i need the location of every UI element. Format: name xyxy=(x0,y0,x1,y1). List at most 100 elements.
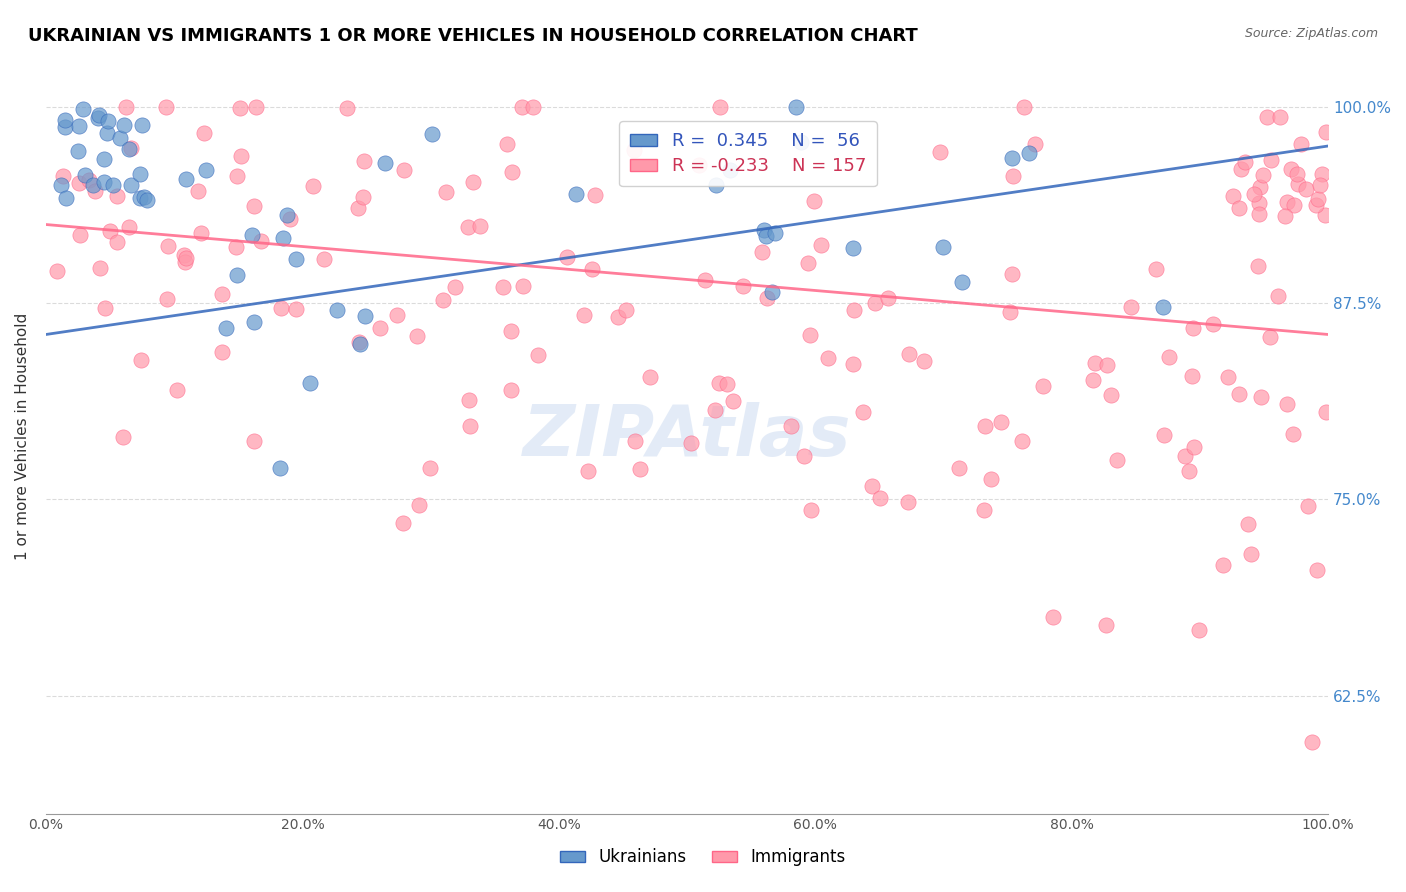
Point xyxy=(780,419,803,434)
Point xyxy=(173,248,195,262)
Point xyxy=(457,219,479,234)
Point xyxy=(980,472,1002,486)
Point xyxy=(1001,151,1024,165)
Point xyxy=(1187,623,1209,637)
Point xyxy=(336,101,359,115)
Point xyxy=(842,357,865,371)
Point xyxy=(998,305,1021,319)
Point xyxy=(1011,434,1033,449)
Point xyxy=(53,120,76,135)
Point xyxy=(408,498,430,512)
Legend: Ukrainians, Immigrants: Ukrainians, Immigrants xyxy=(553,840,853,875)
Point xyxy=(226,268,249,283)
Point xyxy=(1286,178,1309,192)
Legend: R =  0.345    N =  56, R = -0.233    N = 157: R = 0.345 N = 56, R = -0.233 N = 157 xyxy=(619,121,877,186)
Point xyxy=(496,136,519,151)
Point xyxy=(1216,370,1239,384)
Point xyxy=(49,178,72,192)
Point xyxy=(443,279,465,293)
Point xyxy=(688,158,710,172)
Point xyxy=(709,100,731,114)
Point xyxy=(731,278,754,293)
Point xyxy=(326,303,349,318)
Point xyxy=(512,279,534,293)
Point xyxy=(135,193,157,207)
Point xyxy=(973,503,995,517)
Point xyxy=(576,464,599,478)
Point xyxy=(215,321,238,335)
Point xyxy=(761,285,783,299)
Point xyxy=(863,296,886,310)
Point xyxy=(420,127,443,141)
Point xyxy=(461,175,484,189)
Point xyxy=(352,190,374,204)
Point xyxy=(557,250,579,264)
Point xyxy=(470,219,492,234)
Point xyxy=(950,275,973,289)
Point xyxy=(226,169,249,183)
Point xyxy=(842,303,865,318)
Point xyxy=(391,516,413,530)
Point xyxy=(419,460,441,475)
Point xyxy=(96,126,118,140)
Point xyxy=(1212,558,1234,573)
Point xyxy=(353,153,375,168)
Point xyxy=(195,162,218,177)
Point xyxy=(187,184,209,198)
Point xyxy=(112,118,135,132)
Point xyxy=(1258,330,1281,344)
Point xyxy=(249,235,271,249)
Point xyxy=(842,241,865,255)
Point xyxy=(810,238,832,252)
Point xyxy=(1121,301,1143,315)
Point xyxy=(1295,182,1317,196)
Point xyxy=(229,149,252,163)
Point xyxy=(1309,178,1331,192)
Point xyxy=(94,301,117,316)
Point xyxy=(55,191,77,205)
Point xyxy=(93,175,115,189)
Point xyxy=(704,403,727,417)
Point xyxy=(1237,517,1260,532)
Point xyxy=(800,502,823,516)
Point xyxy=(101,178,124,193)
Point xyxy=(751,244,773,259)
Point xyxy=(1230,162,1253,177)
Point xyxy=(1178,464,1201,478)
Point xyxy=(756,291,779,305)
Point xyxy=(93,153,115,167)
Point xyxy=(83,184,105,198)
Point xyxy=(614,302,637,317)
Point xyxy=(581,261,603,276)
Point xyxy=(314,252,336,266)
Point xyxy=(932,240,955,254)
Point xyxy=(707,376,730,390)
Point xyxy=(89,260,111,275)
Point xyxy=(1251,168,1274,182)
Point xyxy=(1159,350,1181,364)
Point xyxy=(1081,373,1104,387)
Point xyxy=(1285,167,1308,181)
Point xyxy=(948,461,970,475)
Point xyxy=(1174,449,1197,463)
Point xyxy=(1260,153,1282,168)
Point xyxy=(211,345,233,359)
Point xyxy=(120,178,142,193)
Point xyxy=(211,287,233,301)
Text: ZIPAtlas: ZIPAtlas xyxy=(523,402,851,471)
Point xyxy=(190,226,212,240)
Point xyxy=(82,178,104,192)
Point xyxy=(785,100,807,114)
Point xyxy=(1153,427,1175,442)
Point xyxy=(1256,110,1278,124)
Point xyxy=(105,189,128,203)
Point xyxy=(129,191,152,205)
Point xyxy=(1181,369,1204,384)
Point xyxy=(1240,548,1263,562)
Point xyxy=(790,135,813,149)
Point xyxy=(243,434,266,449)
Point xyxy=(638,370,661,384)
Point xyxy=(269,461,291,475)
Point xyxy=(131,118,153,132)
Point xyxy=(193,126,215,140)
